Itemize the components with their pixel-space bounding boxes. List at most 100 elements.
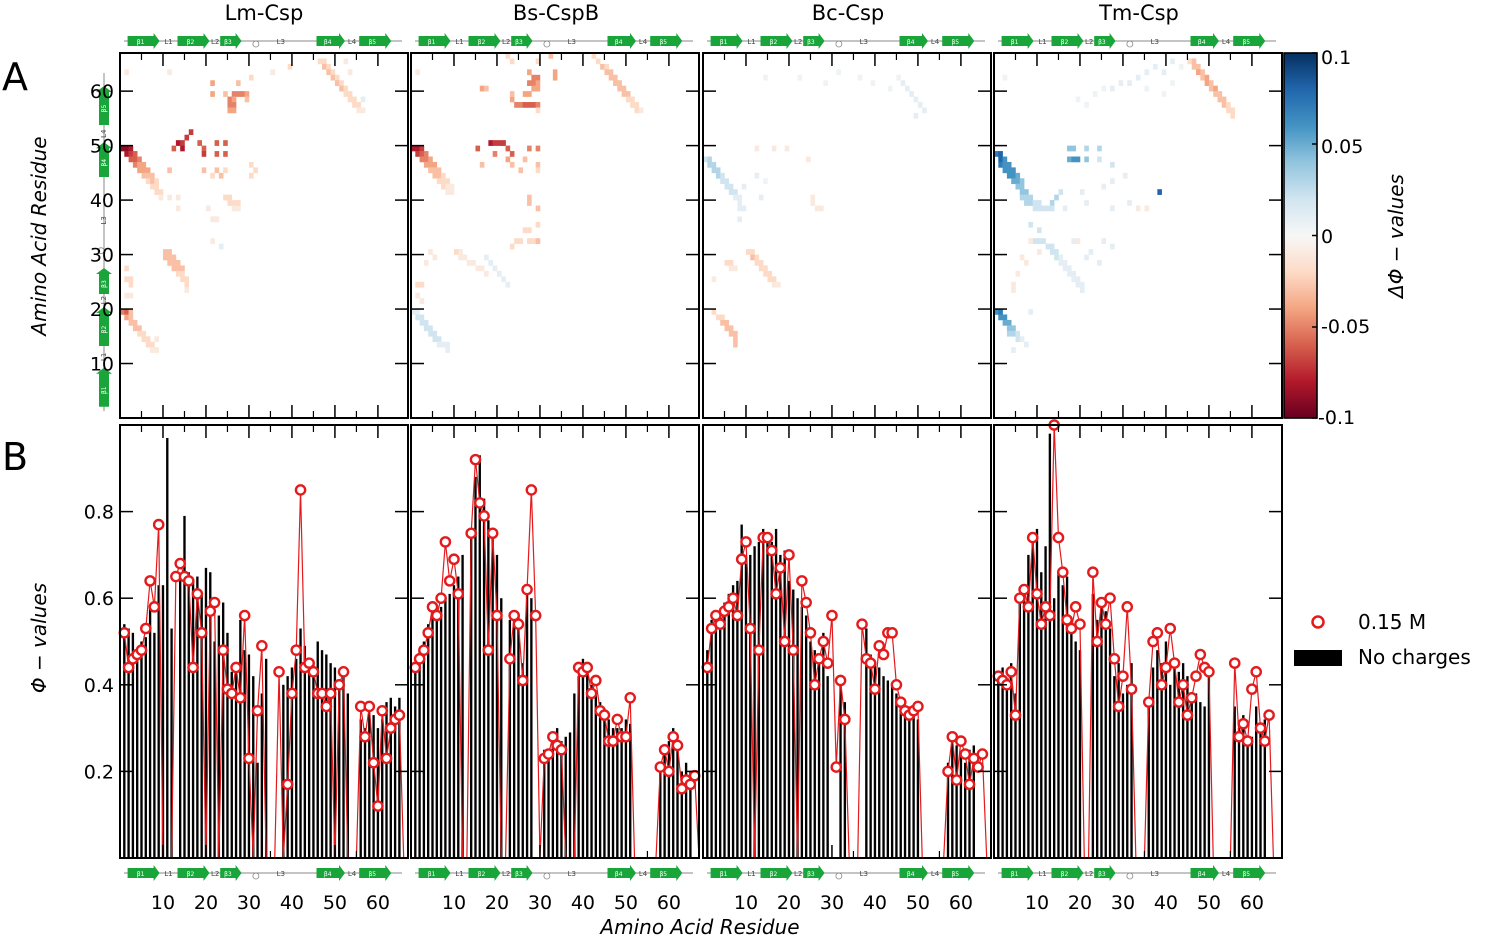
heatmap-cell [728, 265, 734, 272]
heatmap-cell [771, 145, 777, 152]
strand-arrow [220, 33, 242, 49]
bar [209, 572, 212, 858]
colorbar-gradient [1283, 52, 1318, 419]
bar [439, 606, 443, 858]
bar [312, 663, 315, 858]
heatmap-cell [600, 63, 605, 70]
heatmap-cell [733, 330, 738, 337]
heatmap-cell [124, 69, 129, 76]
strand-label: β5 [101, 104, 108, 112]
data-point [465, 527, 477, 540]
bar [590, 684, 593, 858]
heatmap-cell [994, 151, 999, 157]
heatmap-cell [415, 151, 420, 157]
heatmap-cell [1024, 189, 1029, 195]
loop-label: L3 [860, 38, 868, 46]
strand-label: β2 [1061, 871, 1069, 878]
loop-label: L4 [931, 870, 940, 878]
heatmap-cell [737, 194, 742, 201]
data-point [1065, 622, 1078, 635]
heatmap-cell [715, 167, 721, 174]
heatmap-cell [428, 325, 433, 332]
strand-label: β5 [1242, 871, 1250, 878]
heatmap-cell [210, 172, 215, 179]
heatmap-cell [733, 189, 738, 195]
data-point [333, 679, 346, 691]
heatmap-cell [1144, 85, 1150, 92]
bar [1014, 693, 1017, 858]
strand-label: β4 [1198, 871, 1206, 878]
bar [157, 585, 160, 858]
loop-label: L2 [100, 296, 108, 304]
heatmap-cell [227, 102, 233, 108]
heatmap-cell [1036, 238, 1042, 244]
heatmap-cell [432, 330, 438, 337]
heatmap-background [703, 53, 991, 418]
data-point [238, 609, 251, 622]
data-point [1035, 618, 1048, 630]
heatmap-cell [231, 107, 237, 114]
bar [774, 528, 778, 858]
heatmap-cell [720, 319, 725, 326]
data-point [688, 769, 701, 782]
data-point [217, 644, 229, 656]
heatmap-cell [171, 265, 177, 272]
colorbar-tick-label: 0.05 [1321, 136, 1363, 158]
bar [689, 771, 692, 858]
data-point [385, 722, 397, 734]
heatmap-cell [591, 53, 597, 59]
heatmap-cell [595, 58, 601, 65]
data-point [1112, 700, 1125, 713]
heatmap-cell [218, 243, 224, 250]
bar [1108, 628, 1112, 858]
heatmap-cell [150, 178, 155, 185]
data-point [581, 661, 594, 674]
bar [1147, 697, 1150, 858]
heatmap-cell [1079, 287, 1085, 293]
data-point [1203, 666, 1215, 678]
heatmap-background [411, 53, 699, 418]
data-point [380, 752, 393, 765]
data-point [701, 661, 714, 674]
heatmap-cell [535, 145, 541, 152]
bar [196, 576, 199, 858]
heatmap-cell [210, 91, 215, 97]
heatmap-cell [604, 69, 610, 76]
heatmap-cell [1006, 167, 1012, 174]
turn-marker [835, 872, 843, 880]
bar [1130, 663, 1133, 858]
x-tick-label: 60 [949, 892, 973, 914]
heatmap-cell [608, 74, 614, 81]
bar [916, 719, 920, 858]
heatmap-cell [1054, 194, 1059, 201]
data-point [1233, 730, 1245, 743]
heatmap-cell [1217, 91, 1223, 97]
strand-arrow [1233, 865, 1266, 881]
heatmap-cell [1101, 183, 1107, 190]
loop-label: L3 [568, 870, 576, 878]
heatmap-cell [724, 178, 730, 185]
heatmap-cell [124, 314, 129, 321]
heatmap-cell [330, 69, 336, 76]
bar [616, 728, 619, 858]
heatmap-cell [501, 140, 506, 146]
heatmap-cell [1045, 243, 1051, 250]
strand-arrow [316, 865, 345, 881]
heatmap-cell [287, 63, 293, 70]
heatmap-cell [900, 80, 906, 86]
bar [230, 671, 233, 858]
bar [286, 676, 289, 858]
strand-arrow [177, 865, 210, 881]
heatmap-cell [352, 96, 357, 103]
bar [359, 719, 362, 858]
heatmap-cell [527, 227, 532, 234]
bar [607, 719, 610, 858]
bar [1035, 528, 1039, 858]
heatmap-cell [535, 205, 541, 212]
heatmap-cell [1230, 112, 1236, 119]
strand-label: β5 [368, 39, 376, 46]
heatmap-cell [1153, 63, 1158, 70]
top-y-axis-label: Amino Acid Residue [27, 136, 51, 337]
heatmap-cell [535, 107, 541, 114]
heatmap-cell [154, 336, 159, 343]
